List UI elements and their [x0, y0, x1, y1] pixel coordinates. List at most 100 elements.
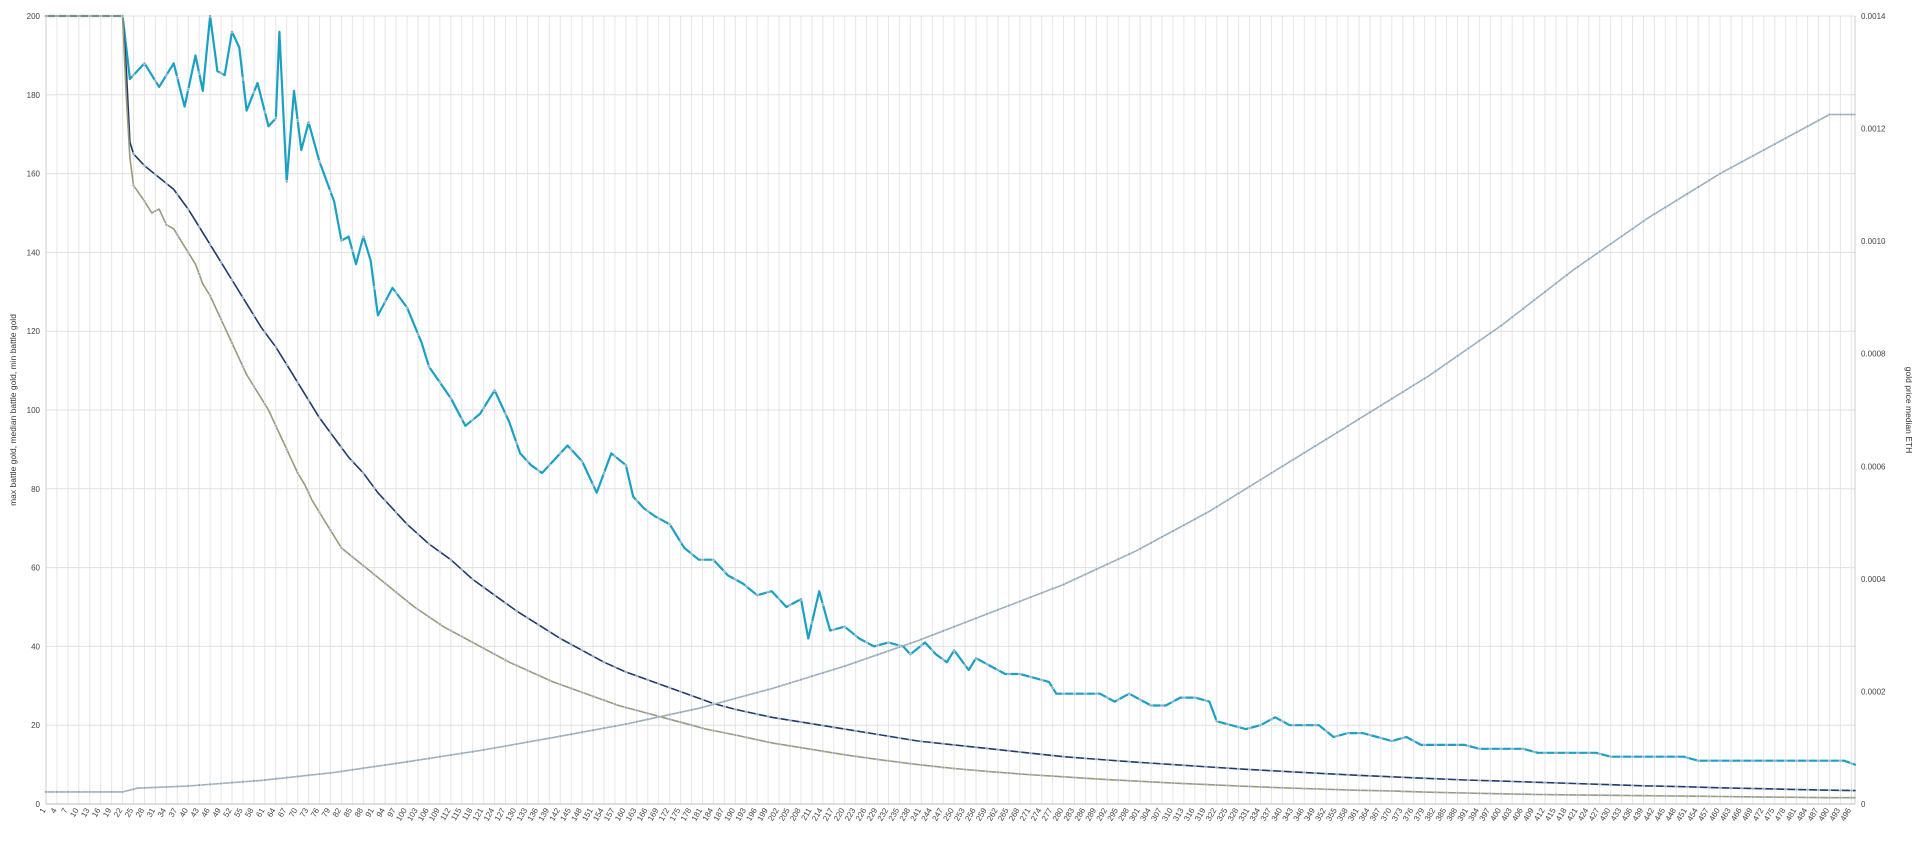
data-point: [1784, 795, 1788, 799]
data-point: [307, 773, 311, 777]
data-point: [1433, 369, 1438, 373]
data-point: [164, 223, 168, 227]
data-point: [1663, 755, 1667, 759]
data-point: [482, 406, 486, 410]
data-point: [1160, 703, 1164, 708]
data-point: [722, 731, 726, 735]
data-point: [44, 790, 48, 794]
data-point: [1718, 172, 1722, 176]
data-point: [1751, 759, 1755, 763]
x-tick-label: 49: [211, 806, 224, 819]
data-point: [1007, 603, 1011, 608]
data-point: [1324, 729, 1328, 733]
data-point: [55, 14, 59, 18]
data-point: [1171, 762, 1175, 767]
data-point: [153, 173, 157, 177]
x-tick-label: 94: [375, 806, 388, 819]
data-point: [1127, 692, 1131, 696]
data-point: [1740, 759, 1744, 763]
data-point: [755, 712, 759, 716]
data-point: [383, 763, 387, 767]
data-point: [493, 746, 497, 750]
data-point: [624, 722, 628, 726]
data-point: [875, 653, 880, 657]
x-tick-label: 67: [276, 806, 289, 819]
data-point: [766, 687, 770, 692]
data-point: [186, 87, 190, 92]
data-point: [1422, 376, 1427, 381]
data-point: [1510, 747, 1514, 751]
data-point: [438, 622, 442, 626]
y-tick-label-left: 80: [31, 485, 40, 494]
data-point: [744, 584, 748, 588]
data-point: [908, 762, 912, 766]
data-point: [1598, 752, 1602, 756]
data-point: [285, 363, 289, 367]
data-point: [525, 616, 529, 620]
data-point: [405, 599, 409, 603]
data-point: [689, 693, 694, 698]
data-point: [1433, 790, 1438, 794]
data-point: [668, 712, 672, 717]
data-point: [416, 758, 420, 762]
data-point: [1794, 759, 1799, 763]
data-point: [416, 607, 420, 612]
data-point: [624, 705, 628, 710]
data-point: [1718, 794, 1722, 799]
data-point: [1641, 784, 1646, 788]
data-point: [788, 603, 792, 607]
data-point: [919, 739, 923, 743]
x-tick-label: 76: [309, 806, 322, 819]
data-point: [1379, 403, 1383, 408]
data-point: [1849, 788, 1853, 793]
x-tick-label: 19: [101, 806, 114, 819]
data-point: [1379, 774, 1383, 778]
data-point: [722, 569, 726, 574]
data-point: [449, 628, 453, 633]
data-point: [1794, 795, 1799, 799]
data-point: [1313, 444, 1317, 448]
data-point: [372, 286, 376, 290]
data-point: [525, 668, 529, 672]
y-tick-label-right: 0.0006: [1861, 462, 1886, 471]
data-point: [77, 14, 81, 18]
data-point: [263, 110, 267, 114]
data-point: [1280, 786, 1284, 790]
data-point: [405, 306, 409, 310]
data-point: [602, 726, 606, 730]
data-point: [1543, 792, 1547, 797]
x-tick-label: 58: [243, 806, 256, 819]
data-point: [1532, 792, 1536, 797]
data-point: [230, 341, 234, 345]
data-point: [558, 682, 562, 687]
data-point: [613, 702, 617, 706]
data-point: [689, 723, 694, 727]
data-point: [197, 783, 201, 787]
x-tick-label: 91: [364, 806, 377, 819]
data-point: [1455, 354, 1460, 358]
data-point: [471, 577, 475, 581]
data-point: [1619, 793, 1624, 798]
data-point: [635, 720, 639, 724]
data-point: [1171, 529, 1175, 533]
data-point: [1652, 212, 1656, 216]
data-point: [482, 748, 486, 752]
data-point: [164, 73, 168, 77]
data-point: [296, 774, 300, 778]
data-point: [897, 760, 901, 764]
data-point: [1773, 759, 1777, 763]
data-point: [1040, 591, 1044, 595]
data-point: [263, 330, 267, 334]
data-point: [1193, 695, 1197, 700]
data-point: [1072, 775, 1077, 780]
data-point: [328, 528, 333, 532]
data-point: [766, 740, 770, 744]
data-point: [897, 645, 901, 649]
x-tick-label: 40: [178, 806, 191, 819]
x-tick-label: 25: [123, 806, 136, 819]
data-point: [1291, 457, 1295, 462]
data-point: [525, 740, 529, 744]
data-point: [164, 181, 168, 186]
data-point: [996, 770, 1000, 774]
data-point: [821, 723, 825, 728]
